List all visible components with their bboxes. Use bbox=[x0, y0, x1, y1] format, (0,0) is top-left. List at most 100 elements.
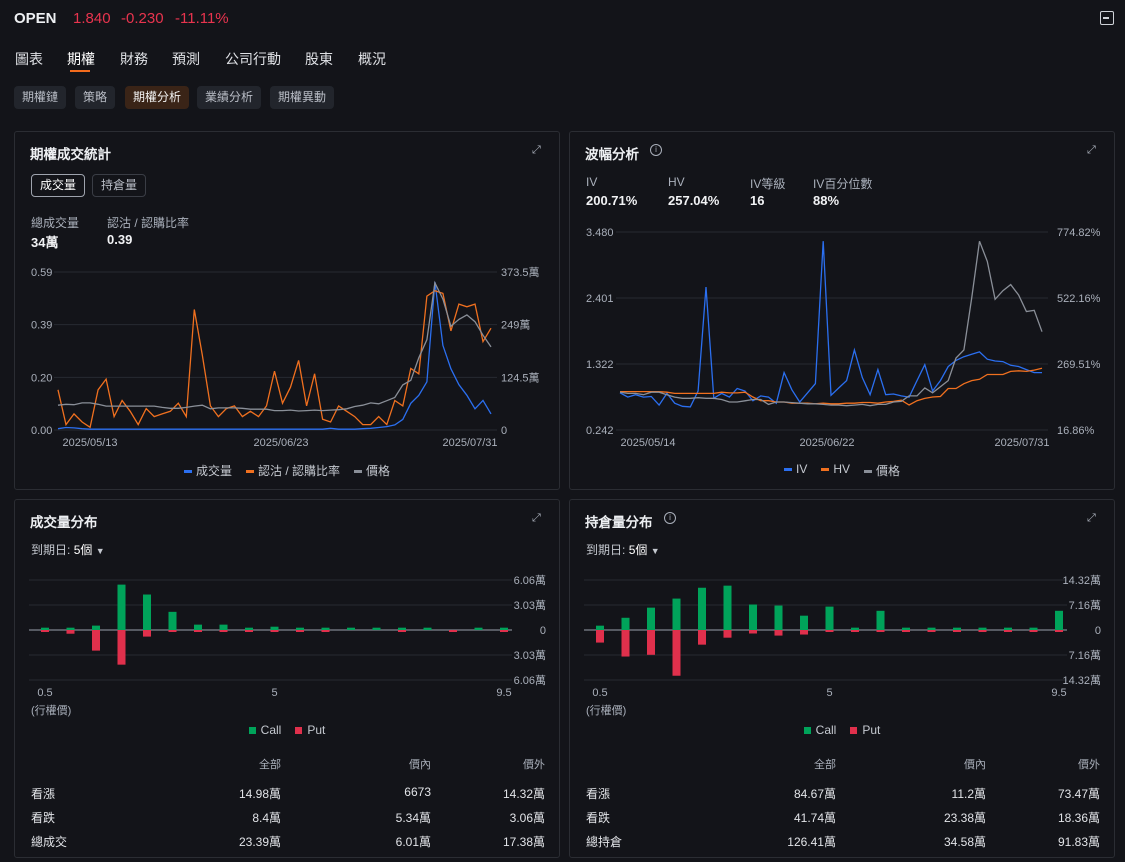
exit-icon[interactable] bbox=[1100, 11, 1114, 25]
legend-volume[interactable]: 成交量 bbox=[183, 462, 232, 479]
call-bar bbox=[270, 626, 279, 630]
table-cell: 91.83萬 bbox=[1057, 835, 1100, 849]
tab-financials[interactable]: 財務 bbox=[120, 51, 148, 67]
call-bar bbox=[1029, 627, 1038, 630]
legend-price[interactable]: 價格 bbox=[864, 462, 900, 479]
put-bar bbox=[500, 630, 508, 632]
call-bar bbox=[774, 605, 783, 630]
volume-distribution-panel: 成交量分布 ⤢ 到期日: 5個 ▼ 6.06萬 3.03萬 0 3.03萬 6.06萬 0… bbox=[14, 499, 560, 858]
iv-rank-value: 16 bbox=[750, 193, 765, 208]
call-bar bbox=[372, 627, 381, 630]
call-bar bbox=[978, 627, 987, 630]
iv-line-chart: 3.480 774.82% 2.401 522.16% 1.322 269.51% 0.24… bbox=[586, 227, 1101, 449]
expand-icon[interactable]: ⤢ bbox=[1087, 512, 1096, 524]
tab-corporate-actions[interactable]: 公司行動 bbox=[225, 51, 281, 67]
put-bar bbox=[596, 630, 604, 643]
legend-iv[interactable]: IV bbox=[783, 462, 807, 479]
expiry-dropdown[interactable]: 到期日: 5個 ▼ bbox=[586, 543, 660, 557]
call-bar bbox=[825, 606, 834, 630]
last-price: 1.840 bbox=[73, 10, 111, 27]
legend-call[interactable]: Call bbox=[803, 723, 836, 737]
total-volume-value: 34萬 bbox=[31, 235, 59, 250]
put-bar bbox=[219, 630, 228, 632]
expand-icon[interactable]: ⤢ bbox=[532, 144, 541, 156]
table-header: 價外 bbox=[1078, 759, 1100, 771]
x-axis-date-tick: 2025/06/23 bbox=[253, 437, 308, 449]
put-bar bbox=[449, 630, 457, 632]
info-icon[interactable]: i bbox=[664, 512, 676, 524]
subtab-earnings-analysis[interactable]: 業績分析 bbox=[197, 86, 262, 109]
subtab-unusual-options[interactable]: 期權異動 bbox=[270, 86, 335, 109]
subtab-option-chain[interactable]: 期權鏈 bbox=[14, 86, 67, 109]
open-interest-distribution-panel: 持倉量分布 i ⤢ 到期日: 5個 ▼ 14.32萬 7.16萬 0 7.16萬 14.… bbox=[569, 499, 1115, 858]
toggle-open-interest[interactable]: 持倉量 bbox=[92, 174, 147, 197]
caret-down-icon: ▼ bbox=[650, 546, 660, 556]
put-bar bbox=[851, 630, 859, 632]
expand-icon[interactable]: ⤢ bbox=[532, 512, 541, 524]
right-axis-tick: 249萬 bbox=[501, 319, 530, 332]
active-tab-indicator bbox=[70, 70, 90, 72]
call-bar bbox=[698, 587, 706, 630]
info-icon[interactable]: i bbox=[650, 144, 662, 156]
tab-chart[interactable]: 圖表 bbox=[15, 51, 43, 67]
x-axis-date-tick: 2025/07/31 bbox=[994, 437, 1049, 449]
tab-options[interactable]: 期權 bbox=[67, 51, 95, 67]
expand-icon[interactable]: ⤢ bbox=[1087, 144, 1096, 156]
call-bar bbox=[749, 604, 757, 630]
strike-axis-label: (行權價) bbox=[586, 705, 627, 717]
table-cell: 8.4萬 bbox=[252, 811, 281, 825]
series-line-認沽 / 認購比率 bbox=[57, 289, 492, 429]
series-line-HV bbox=[620, 367, 1043, 406]
put-bar bbox=[194, 630, 202, 632]
legend-call[interactable]: Call bbox=[248, 723, 281, 737]
ticker-symbol: OPEN bbox=[14, 10, 57, 27]
put-bar bbox=[117, 630, 126, 665]
iv-percentile-label: IV百分位數 bbox=[813, 177, 873, 191]
expiry-dropdown[interactable]: 到期日: 5個 ▼ bbox=[31, 543, 105, 557]
right-axis-tick: 522.16% bbox=[1057, 293, 1101, 305]
legend-put-call-ratio[interactable]: 認沽 / 認購比率 bbox=[245, 462, 340, 479]
table-cell: 18.36萬 bbox=[1057, 811, 1100, 825]
call-bar bbox=[723, 585, 732, 630]
call-bar bbox=[1055, 610, 1063, 630]
toggle-volume[interactable]: 成交量 bbox=[31, 174, 86, 197]
y-axis-tick: 3.03萬 bbox=[514, 649, 546, 662]
call-bar bbox=[621, 617, 630, 630]
table-cell: 14.32萬 bbox=[502, 787, 545, 801]
legend-hv[interactable]: HV bbox=[821, 462, 850, 479]
y-axis-tick: 7.16萬 bbox=[1069, 599, 1101, 612]
table-cell: 73.47萬 bbox=[1057, 787, 1100, 801]
x-axis-date-tick: 2025/06/22 bbox=[799, 437, 854, 449]
table-cell: 23.38萬 bbox=[943, 811, 986, 825]
right-axis-tick: 269.51% bbox=[1057, 359, 1101, 371]
put-bar bbox=[825, 630, 834, 632]
y-axis-tick: 14.32萬 bbox=[1062, 674, 1101, 687]
y-axis-tick: 0 bbox=[1095, 625, 1101, 637]
call-bar bbox=[927, 627, 936, 630]
subtab-strategy[interactable]: 策略 bbox=[75, 86, 116, 109]
tab-forecast[interactable]: 預測 bbox=[172, 51, 200, 67]
call-bar bbox=[219, 624, 228, 630]
call-bar bbox=[672, 598, 681, 630]
subtab-option-analysis[interactable]: 期權分析 bbox=[125, 86, 190, 109]
price-change: -0.230 bbox=[121, 10, 164, 27]
tab-shareholders[interactable]: 股東 bbox=[305, 51, 333, 67]
y-axis-tick: 6.06萬 bbox=[514, 674, 546, 687]
strike-axis-label: (行權價) bbox=[31, 705, 72, 717]
put-bar bbox=[66, 630, 75, 634]
iv-value: 200.71% bbox=[586, 193, 638, 208]
table-cell: 11.2萬 bbox=[951, 787, 986, 801]
y-axis-tick: 14.32萬 bbox=[1062, 574, 1101, 587]
table-cell: 6.01萬 bbox=[395, 835, 431, 849]
put-bar bbox=[647, 630, 655, 655]
legend-price[interactable]: 價格 bbox=[354, 462, 390, 479]
left-axis-tick: 3.480 bbox=[586, 227, 614, 239]
tab-overview[interactable]: 概況 bbox=[358, 51, 386, 67]
put-bar bbox=[672, 630, 681, 676]
right-axis-tick: 0 bbox=[501, 425, 507, 437]
legend-put[interactable]: Put bbox=[295, 723, 325, 737]
legend-put[interactable]: Put bbox=[850, 723, 880, 737]
table-cell: 6673 bbox=[404, 785, 431, 799]
call-bar bbox=[500, 627, 508, 630]
left-axis-tick: 0.242 bbox=[586, 425, 614, 437]
